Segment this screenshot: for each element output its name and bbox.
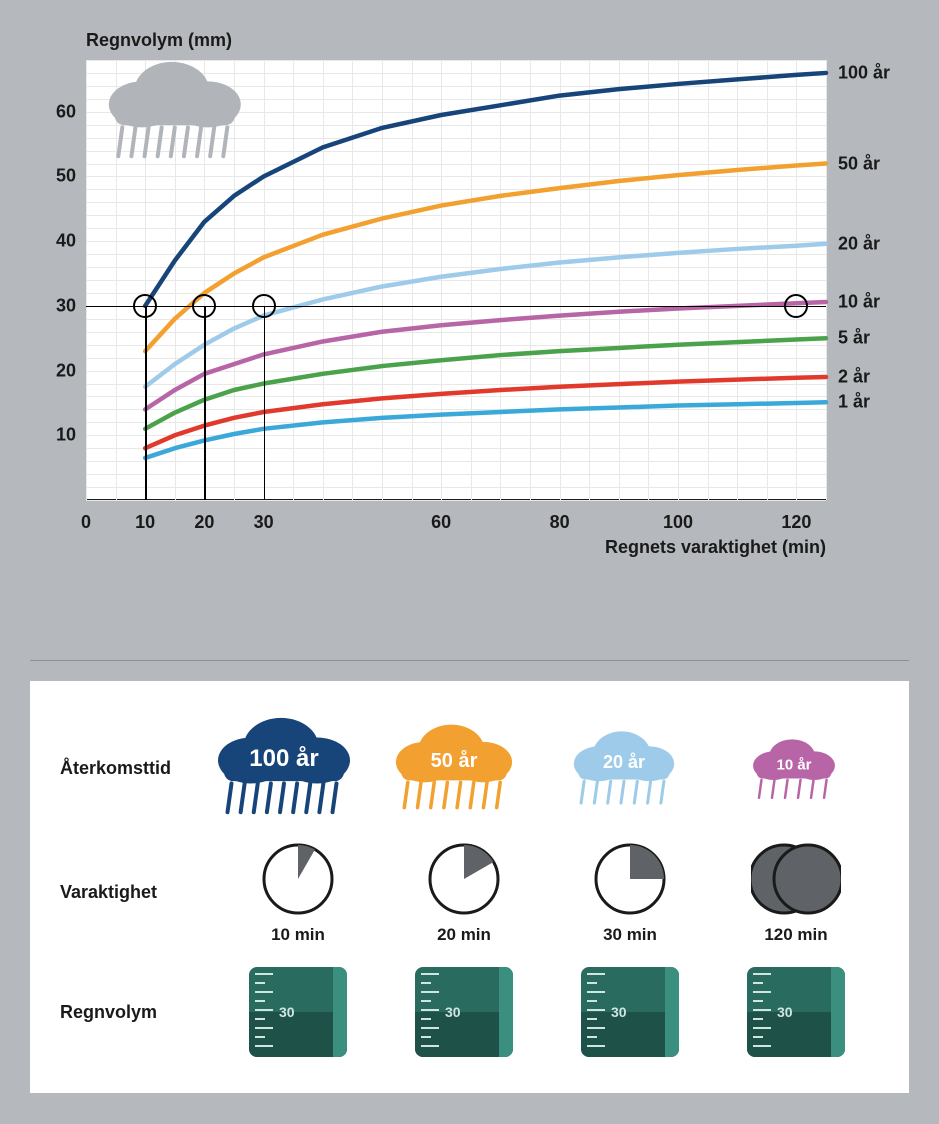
gauge-value: 30	[279, 1004, 295, 1020]
y-tick: 40	[56, 231, 86, 252]
idf-chart: Regnvolym (mm) Regnets varaktighet (min)…	[30, 30, 909, 590]
cloud-cell: 20 år	[539, 711, 709, 826]
duration-cell: 30 min	[547, 839, 713, 945]
x-tick: 20	[194, 500, 214, 533]
x-tick: 80	[550, 500, 570, 533]
row-return-period: Återkomsttid 100 år 50 år 20 år	[60, 709, 879, 827]
ref-line-vertical	[264, 306, 266, 500]
series-label: 20 år	[826, 233, 880, 254]
gauge-value: 30	[611, 1004, 627, 1020]
series-label: 100 år	[826, 62, 890, 83]
ref-line-vertical	[204, 306, 206, 500]
series-label: 5 år	[826, 328, 870, 349]
row-volume: Regnvolym 30 30 30 30	[60, 957, 879, 1067]
rain-cloud-icon: 10 år	[709, 711, 879, 826]
svg-text:20 år: 20 år	[603, 752, 645, 772]
x-axis-title: Regnets varaktighet (min)	[605, 537, 826, 558]
series-label: 2 år	[826, 367, 870, 388]
duration-caption: 10 min	[271, 925, 325, 945]
y-tick: 60	[56, 101, 86, 122]
info-panel: Återkomsttid 100 år 50 år 20 år	[30, 681, 909, 1093]
clock-pie-icon	[253, 839, 343, 919]
svg-text:100 år: 100 år	[249, 745, 318, 772]
y-tick: 20	[56, 360, 86, 381]
duration-cell: 10 min	[215, 839, 381, 945]
series-label: 50 år	[826, 153, 880, 174]
ref-marker	[252, 294, 276, 318]
row-duration: Varaktighet 10 min 20 min 30 min 120 min	[60, 827, 879, 957]
rain-gauge-icon: 30	[249, 967, 347, 1057]
x-tick: 60	[431, 500, 451, 533]
volume-cell: 30	[713, 967, 879, 1057]
rain-cloud-icon: 100 år	[199, 711, 369, 826]
cloud-cell: 100 år	[199, 711, 369, 826]
label-duration: Varaktighet	[60, 882, 215, 903]
divider	[30, 660, 909, 661]
gauge-value: 30	[777, 1004, 793, 1020]
ref-line-vertical	[145, 306, 147, 500]
rain-cloud-icon: 20 år	[539, 711, 709, 826]
duration-cell: 120 min	[713, 839, 879, 945]
x-tick: 30	[254, 500, 274, 533]
x-tick: 120	[781, 500, 811, 533]
series-line	[145, 402, 826, 458]
series-label: 10 år	[826, 292, 880, 313]
ref-marker	[133, 294, 157, 318]
plot-area: Regnets varaktighet (min) 10203040506001…	[86, 60, 826, 500]
series-svg	[86, 60, 826, 500]
gridline-v	[826, 60, 827, 500]
label-volume: Regnvolym	[60, 1002, 215, 1023]
cloud-cell: 50 år	[369, 711, 539, 826]
series-label: 1 år	[826, 392, 870, 413]
y-axis-title: Regnvolym (mm)	[86, 30, 232, 51]
ref-marker	[784, 294, 808, 318]
clock-pie-icon	[751, 839, 841, 919]
clock-pie-icon	[419, 839, 509, 919]
volume-cell: 30	[547, 967, 713, 1057]
rain-cloud-icon: 50 år	[369, 711, 539, 826]
duration-cell: 20 min	[381, 839, 547, 945]
rain-cloud-icon	[109, 62, 241, 156]
x-tick: 100	[663, 500, 693, 533]
label-return-period: Återkomsttid	[60, 758, 199, 779]
clock-pie-icon	[585, 839, 675, 919]
duration-caption: 120 min	[764, 925, 827, 945]
duration-caption: 20 min	[437, 925, 491, 945]
x-tick: 0	[81, 500, 91, 533]
rain-gauge-icon: 30	[581, 967, 679, 1057]
svg-text:10 år: 10 år	[776, 756, 811, 773]
y-tick: 10	[56, 425, 86, 446]
y-tick: 50	[56, 166, 86, 187]
volume-cell: 30	[381, 967, 547, 1057]
svg-text:50 år: 50 år	[431, 749, 478, 772]
gauge-value: 30	[445, 1004, 461, 1020]
cloud-cell: 10 år	[709, 711, 879, 826]
y-tick: 30	[56, 295, 86, 316]
duration-caption: 30 min	[603, 925, 657, 945]
volume-cell: 30	[215, 967, 381, 1057]
ref-marker	[192, 294, 216, 318]
rain-gauge-icon: 30	[415, 967, 513, 1057]
rain-gauge-icon: 30	[747, 967, 845, 1057]
x-tick: 10	[135, 500, 155, 533]
